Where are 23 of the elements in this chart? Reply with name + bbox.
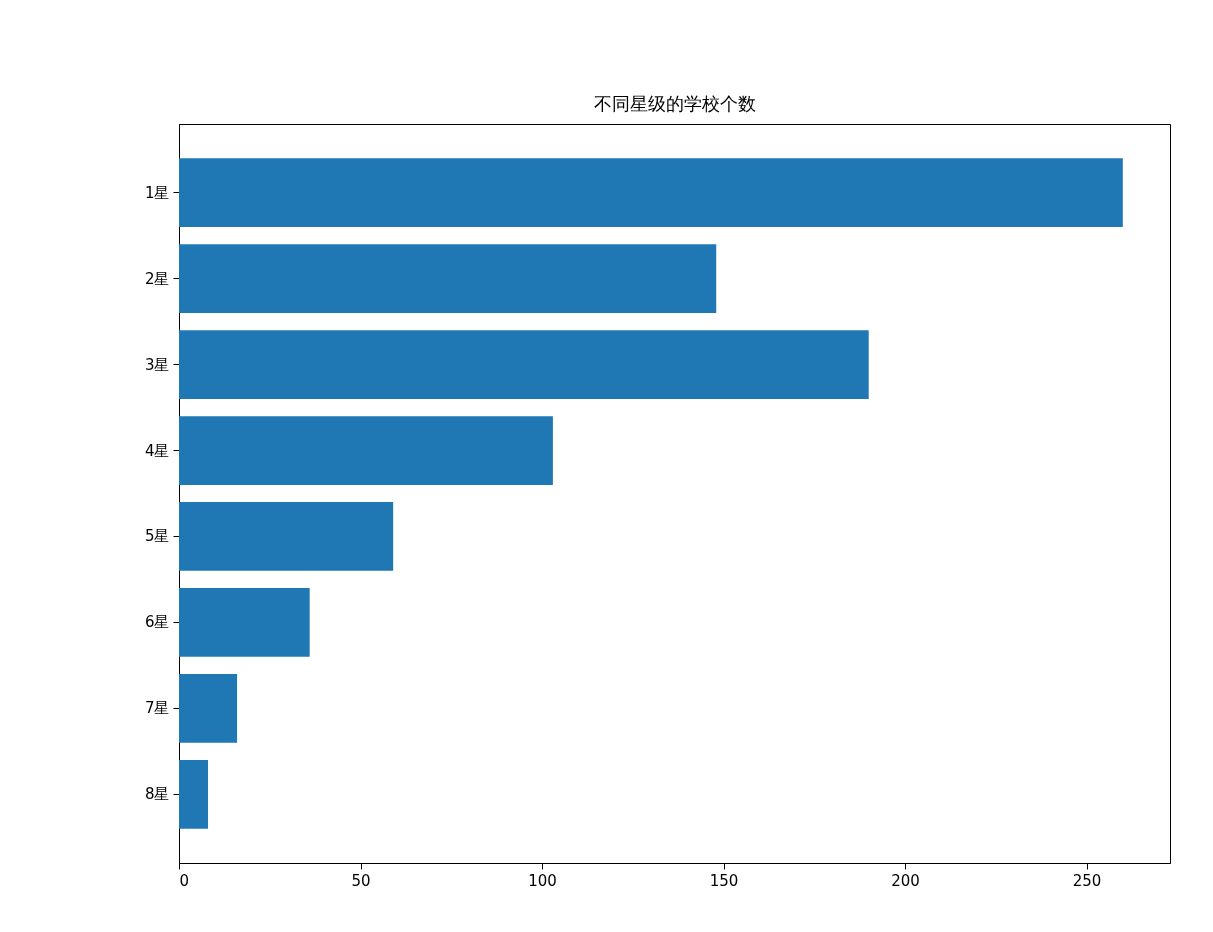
y-tick-label: 2星 — [144, 269, 170, 288]
x-tick-label: 200 — [891, 871, 920, 890]
x-tick-label: 100 — [528, 871, 557, 890]
bar — [179, 673, 238, 743]
y-tick-label: 1星 — [144, 183, 170, 202]
x-tick-label: 0 — [179, 871, 190, 890]
bar — [179, 416, 553, 485]
y-tick-label: 5星 — [144, 527, 170, 546]
bar — [179, 330, 869, 399]
bar — [179, 588, 310, 657]
x-tick-label: 250 — [1072, 871, 1102, 890]
bar — [179, 244, 717, 314]
x-tick-label: 150 — [709, 871, 739, 890]
x-tick-label: 50 — [351, 871, 371, 890]
y-tick-label: 3星 — [144, 355, 170, 374]
bar — [179, 158, 1123, 228]
y-tick-label: 6星 — [144, 613, 170, 632]
bar — [179, 759, 209, 829]
y-tick-label: 8星 — [144, 785, 170, 804]
y-tick-label: 4星 — [144, 441, 170, 460]
chart-title: 不同星级的学校个数 — [593, 93, 756, 114]
bar — [179, 502, 394, 571]
y-tick-label: 7星 — [144, 699, 170, 718]
